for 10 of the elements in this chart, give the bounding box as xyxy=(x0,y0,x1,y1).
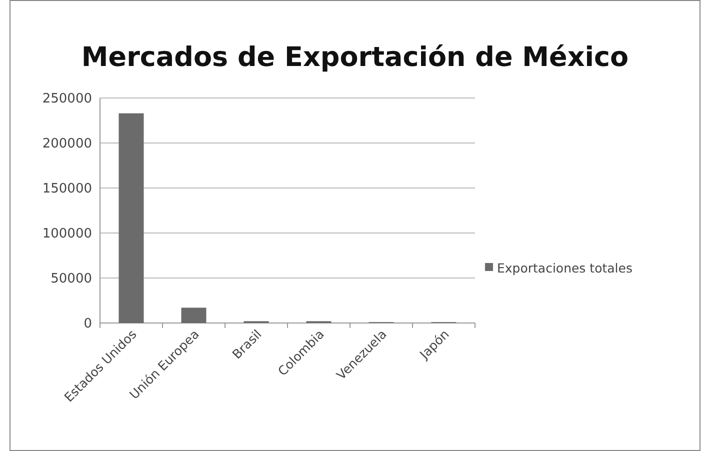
chart-title: Mercados de Exportación de México xyxy=(81,42,629,73)
y-tick-label: 100000 xyxy=(42,226,92,242)
y-tick-label: 150000 xyxy=(42,182,92,197)
bar xyxy=(181,308,206,323)
y-tick-label: 0 xyxy=(84,316,92,332)
y-tick-label: 50000 xyxy=(50,272,92,287)
legend-label: Exportaciones totales xyxy=(497,260,632,276)
y-tick-label: 200000 xyxy=(42,136,92,152)
y-tick-label: 250000 xyxy=(42,92,92,107)
bar xyxy=(118,113,144,323)
